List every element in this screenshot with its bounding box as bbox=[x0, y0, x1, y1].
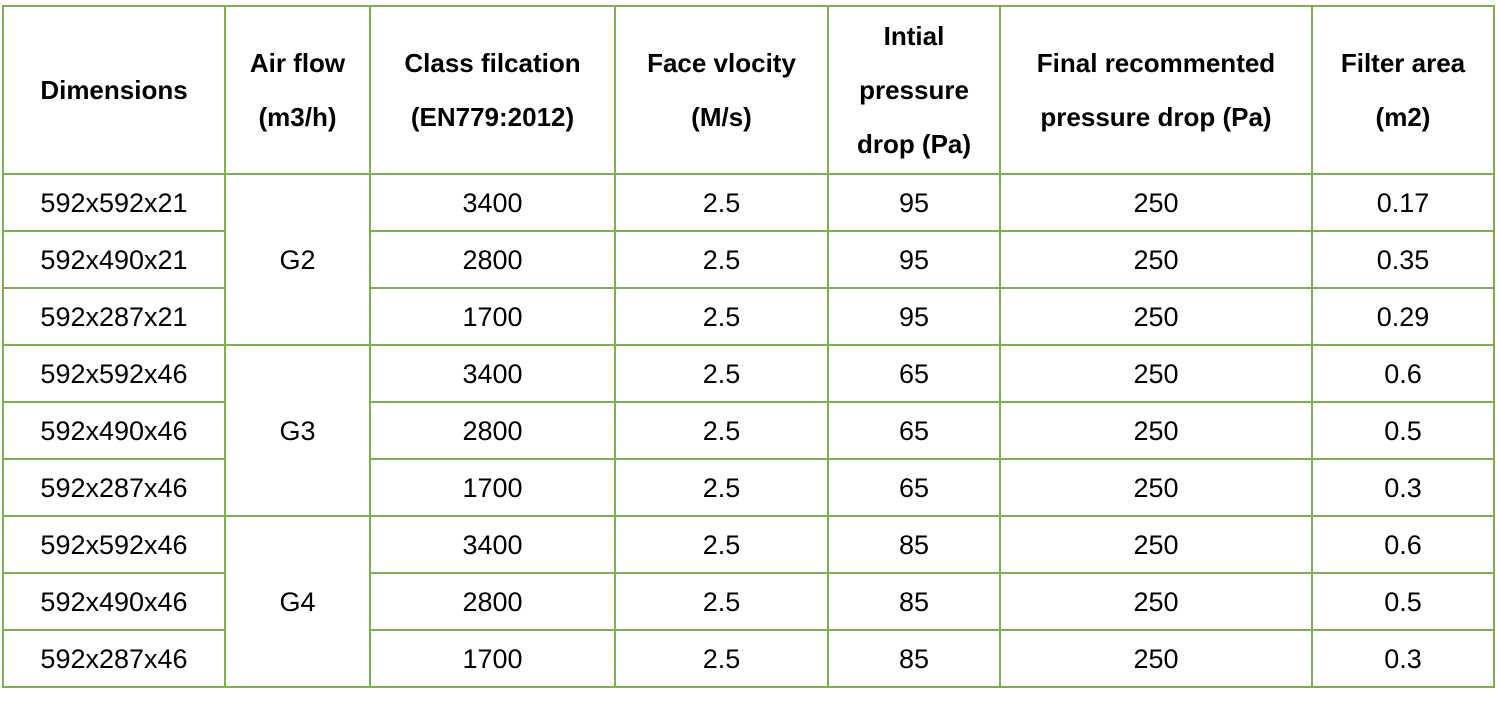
cell-dimensions: 592x287x46 bbox=[2, 458, 226, 517]
cell-air-flow: 3400 bbox=[369, 344, 616, 403]
cell-dimensions: 592x490x21 bbox=[2, 230, 226, 289]
table-row: 592x287x46 1700 2.5 65 250 0.3 bbox=[2, 458, 1495, 517]
cell-filter-area: 0.17 bbox=[1311, 173, 1495, 232]
cell-dimensions: 592x592x21 bbox=[2, 173, 226, 232]
cell-face-velocity: 2.5 bbox=[614, 515, 829, 574]
cell-face-velocity: 2.5 bbox=[614, 572, 829, 631]
cell-final-pressure-drop: 250 bbox=[999, 515, 1313, 574]
cell-initial-pressure-drop: 65 bbox=[827, 401, 1001, 460]
cell-final-pressure-drop: 250 bbox=[999, 287, 1313, 346]
header-initial-pressure-drop: Intial pressure drop (Pa) bbox=[827, 5, 1001, 175]
cell-class: G4 bbox=[224, 515, 371, 688]
cell-air-flow: 1700 bbox=[369, 287, 616, 346]
table-row: 592x287x46 1700 2.5 85 250 0.3 bbox=[2, 629, 1495, 688]
cell-final-pressure-drop: 250 bbox=[999, 344, 1313, 403]
cell-filter-area: 0.6 bbox=[1311, 344, 1495, 403]
cell-final-pressure-drop: 250 bbox=[999, 230, 1313, 289]
table-row: 592x490x46 2800 2.5 85 250 0.5 bbox=[2, 572, 1495, 631]
cell-face-velocity: 2.5 bbox=[614, 344, 829, 403]
cell-initial-pressure-drop: 85 bbox=[827, 515, 1001, 574]
cell-face-velocity: 2.5 bbox=[614, 629, 829, 688]
cell-air-flow: 2800 bbox=[369, 230, 616, 289]
table-row: 592x490x46 2800 2.5 65 250 0.5 bbox=[2, 401, 1495, 460]
cell-filter-area: 0.29 bbox=[1311, 287, 1495, 346]
cell-air-flow: 3400 bbox=[369, 515, 616, 574]
cell-final-pressure-drop: 250 bbox=[999, 629, 1313, 688]
header-class-filtration: Class filcation (EN779:2012) bbox=[369, 5, 616, 175]
table-row: 592x592x46 G4 3400 2.5 85 250 0.6 bbox=[2, 515, 1495, 688]
cell-class: G2 bbox=[224, 173, 371, 346]
cell-initial-pressure-drop: 85 bbox=[827, 572, 1001, 631]
cell-air-flow: 2800 bbox=[369, 401, 616, 460]
cell-filter-area: 0.3 bbox=[1311, 629, 1495, 688]
cell-air-flow: 2800 bbox=[369, 572, 616, 631]
table-row: 592x592x21 G2 3400 2.5 95 250 0.17 bbox=[2, 173, 1495, 346]
cell-dimensions: 592x490x46 bbox=[2, 572, 226, 631]
table-row: 592x287x21 1700 2.5 95 250 0.29 bbox=[2, 287, 1495, 346]
table-row: 592x592x46 G3 3400 2.5 65 250 0.6 bbox=[2, 344, 1495, 517]
cell-initial-pressure-drop: 95 bbox=[827, 173, 1001, 232]
cell-filter-area: 0.6 bbox=[1311, 515, 1495, 574]
cell-face-velocity: 2.5 bbox=[614, 458, 829, 517]
cell-final-pressure-drop: 250 bbox=[999, 401, 1313, 460]
cell-dimensions: 592x592x46 bbox=[2, 344, 226, 403]
cell-face-velocity: 2.5 bbox=[614, 173, 829, 232]
cell-filter-area: 0.5 bbox=[1311, 401, 1495, 460]
cell-face-velocity: 2.5 bbox=[614, 230, 829, 289]
cell-dimensions: 592x287x21 bbox=[2, 287, 226, 346]
cell-face-velocity: 2.5 bbox=[614, 287, 829, 346]
header-final-pressure-drop: Final recommented pressure drop (Pa) bbox=[999, 5, 1313, 175]
cell-dimensions: 592x287x46 bbox=[2, 629, 226, 688]
header-dimensions: Dimensions bbox=[2, 5, 226, 175]
cell-air-flow: 1700 bbox=[369, 458, 616, 517]
cell-initial-pressure-drop: 95 bbox=[827, 287, 1001, 346]
cell-filter-area: 0.35 bbox=[1311, 230, 1495, 289]
cell-air-flow: 1700 bbox=[369, 629, 616, 688]
header-air-flow: Air flow (m3/h) bbox=[224, 5, 371, 175]
cell-dimensions: 592x490x46 bbox=[2, 401, 226, 460]
header-filter-area: Filter area (m2) bbox=[1311, 5, 1495, 175]
cell-initial-pressure-drop: 65 bbox=[827, 344, 1001, 403]
cell-final-pressure-drop: 250 bbox=[999, 458, 1313, 517]
cell-filter-area: 0.3 bbox=[1311, 458, 1495, 517]
cell-dimensions: 592x592x46 bbox=[2, 515, 226, 574]
filter-spec-table: Dimensions Air flow (m3/h) Class filcati… bbox=[2, 5, 1495, 688]
header-row: Dimensions Air flow (m3/h) Class filcati… bbox=[2, 5, 1495, 175]
cell-initial-pressure-drop: 85 bbox=[827, 629, 1001, 688]
cell-air-flow: 3400 bbox=[369, 173, 616, 232]
table-row: 592x490x21 2800 2.5 95 250 0.35 bbox=[2, 230, 1495, 289]
header-face-velocity: Face vlocity (M/s) bbox=[614, 5, 829, 175]
cell-filter-area: 0.5 bbox=[1311, 572, 1495, 631]
cell-face-velocity: 2.5 bbox=[614, 401, 829, 460]
cell-class: G3 bbox=[224, 344, 371, 517]
cell-initial-pressure-drop: 95 bbox=[827, 230, 1001, 289]
cell-initial-pressure-drop: 65 bbox=[827, 458, 1001, 517]
cell-final-pressure-drop: 250 bbox=[999, 572, 1313, 631]
cell-final-pressure-drop: 250 bbox=[999, 173, 1313, 232]
